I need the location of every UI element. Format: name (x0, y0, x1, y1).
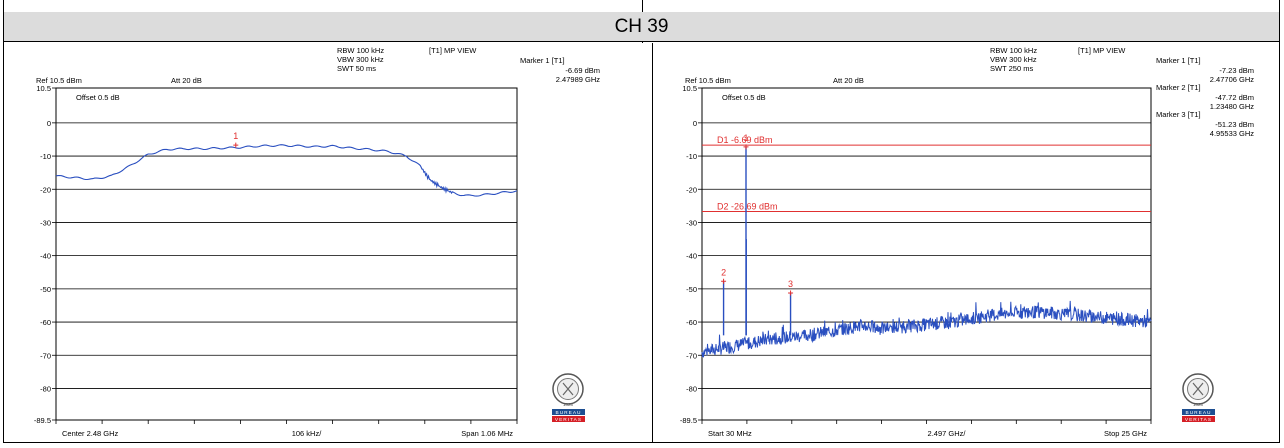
seal-name: BUREAU (1186, 410, 1212, 416)
rbw-label: RBW 100 kHz (990, 46, 1037, 55)
y-tick-label: -40 (686, 252, 697, 261)
seal-name-band (552, 409, 585, 415)
panel-left: RBW 100 kHz VBW 300 kHz SWT 50 ms [T1] MP V… (4, 43, 652, 443)
spectrum-trace (701, 300, 1152, 358)
seal-name2: VERITAS (1185, 417, 1212, 423)
y-tick-label: -70 (40, 351, 51, 360)
attenuation-label: Att 20 dB (833, 76, 864, 85)
marker-info-label: Marker 1 [T1] (1156, 56, 1201, 65)
marker-point (721, 278, 727, 284)
marker-info-level: -51.23 dBm (1215, 120, 1254, 129)
y-tick-label: -70 (686, 351, 697, 360)
seal-year: 1828 (1193, 402, 1204, 407)
y-tick-label: -30 (40, 218, 51, 227)
marker-info-level: -7.23 dBm (1219, 66, 1254, 75)
swt-label: SWT 50 ms (337, 64, 376, 73)
y-tick-label: -20 (686, 185, 697, 194)
channel-banner: CH 39 (4, 12, 1279, 42)
marker-number: 3 (788, 279, 793, 289)
y-tick-label: -20 (40, 185, 51, 194)
vbw-label: VBW 300 kHz (337, 55, 384, 64)
seal-logo-emblem (562, 382, 574, 396)
marker-info-label: Marker 1 [T1] (520, 56, 565, 65)
ref-level-label: Ref 10.5 dBm (685, 76, 731, 85)
bottom-border (4, 442, 1279, 443)
marker-info-level: -47.72 dBm (1215, 93, 1254, 102)
y-tick-label: -40 (40, 252, 51, 261)
marker-point (233, 142, 239, 148)
marker-info-level: -6.69 dBm (565, 66, 600, 75)
x-axis-right-label: Span 1.06 MHz (461, 429, 513, 438)
y-tick-label: -89.5 (680, 416, 697, 425)
marker-info-freq: 2.47706 GHz (1210, 75, 1254, 84)
seal-logo-emblem (1192, 382, 1204, 396)
marker-info-freq: 1.23480 GHz (1210, 102, 1254, 111)
y-tick-label: 0 (47, 119, 51, 128)
marker-info-label: Marker 2 [T1] (1156, 83, 1201, 92)
y-tick-label: -80 (40, 384, 51, 393)
attenuation-label: Att 20 dB (171, 76, 202, 85)
panel-right: RBW 100 kHz VBW 300 kHz SWT 250 ms [T1] MP … (653, 43, 1279, 443)
plot-frame (701, 87, 1152, 421)
display-line-label: D2 -26.69 dBm (717, 201, 778, 211)
seal-year: 1828 (563, 402, 574, 407)
y-tick-label: -60 (686, 318, 697, 327)
report-table: CH 39 RBW 100 kHz VBW 300 kHz SWT 50 ms [T1… (3, 0, 1280, 443)
y-tick-label: -50 (686, 285, 697, 294)
marker-point (743, 144, 749, 150)
y-tick-label: -50 (40, 285, 51, 294)
y-tick-label: -80 (686, 384, 697, 393)
marker-info-label: Marker 3 [T1] (1156, 110, 1201, 119)
marker-number: 1 (743, 133, 748, 143)
vbw-label: VBW 300 kHz (990, 55, 1037, 64)
display-line-label: D1 -6.69 dBm (717, 135, 773, 145)
marker-info-freq: 4.95533 GHz (1210, 129, 1254, 138)
y-tick-label: 10.5 (36, 84, 51, 93)
rbw-label: RBW 100 kHz (337, 46, 384, 55)
x-axis-mid-label: 106 kHz/ (292, 429, 323, 438)
swt-label: SWT 250 ms (990, 64, 1033, 73)
panel-divider (652, 43, 653, 443)
y-tick-label: 0 (693, 119, 697, 128)
marker-info-freq: 2.47989 GHz (556, 75, 600, 84)
marker-number: 1 (233, 131, 238, 141)
seal-name2: VERITAS (555, 417, 582, 423)
y-tick-label: -30 (686, 218, 697, 227)
marker-number: 2 (721, 267, 726, 277)
x-axis-mid-label: 2.497 GHz/ (928, 429, 967, 438)
view-label: [T1] MP VIEW (1078, 46, 1126, 55)
channel-title: CH 39 (614, 16, 669, 37)
x-axis-left-label: Center 2.48 GHz (62, 429, 119, 438)
y-tick-label: -60 (40, 318, 51, 327)
seal-name: BUREAU (556, 410, 582, 416)
y-tick-label: -10 (686, 152, 697, 161)
seal-name-band (1182, 409, 1215, 415)
spectrum-trace (55, 144, 518, 197)
marker-point (788, 290, 794, 296)
offset-label: Offset 0.5 dB (722, 93, 766, 102)
x-axis-left-label: Start 30 MHz (708, 429, 752, 438)
seal-name2-band (552, 416, 585, 422)
y-tick-label: -10 (40, 152, 51, 161)
view-label: [T1] MP VIEW (429, 46, 477, 55)
x-axis-right-label: Stop 25 GHz (1104, 429, 1147, 438)
seal-name2-band (1182, 416, 1215, 422)
plot-frame (55, 87, 518, 421)
ref-level-label: Ref 10.5 dBm (36, 76, 82, 85)
y-tick-label: -89.5 (34, 416, 51, 425)
y-tick-label: 10.5 (682, 84, 697, 93)
offset-label: Offset 0.5 dB (76, 93, 120, 102)
